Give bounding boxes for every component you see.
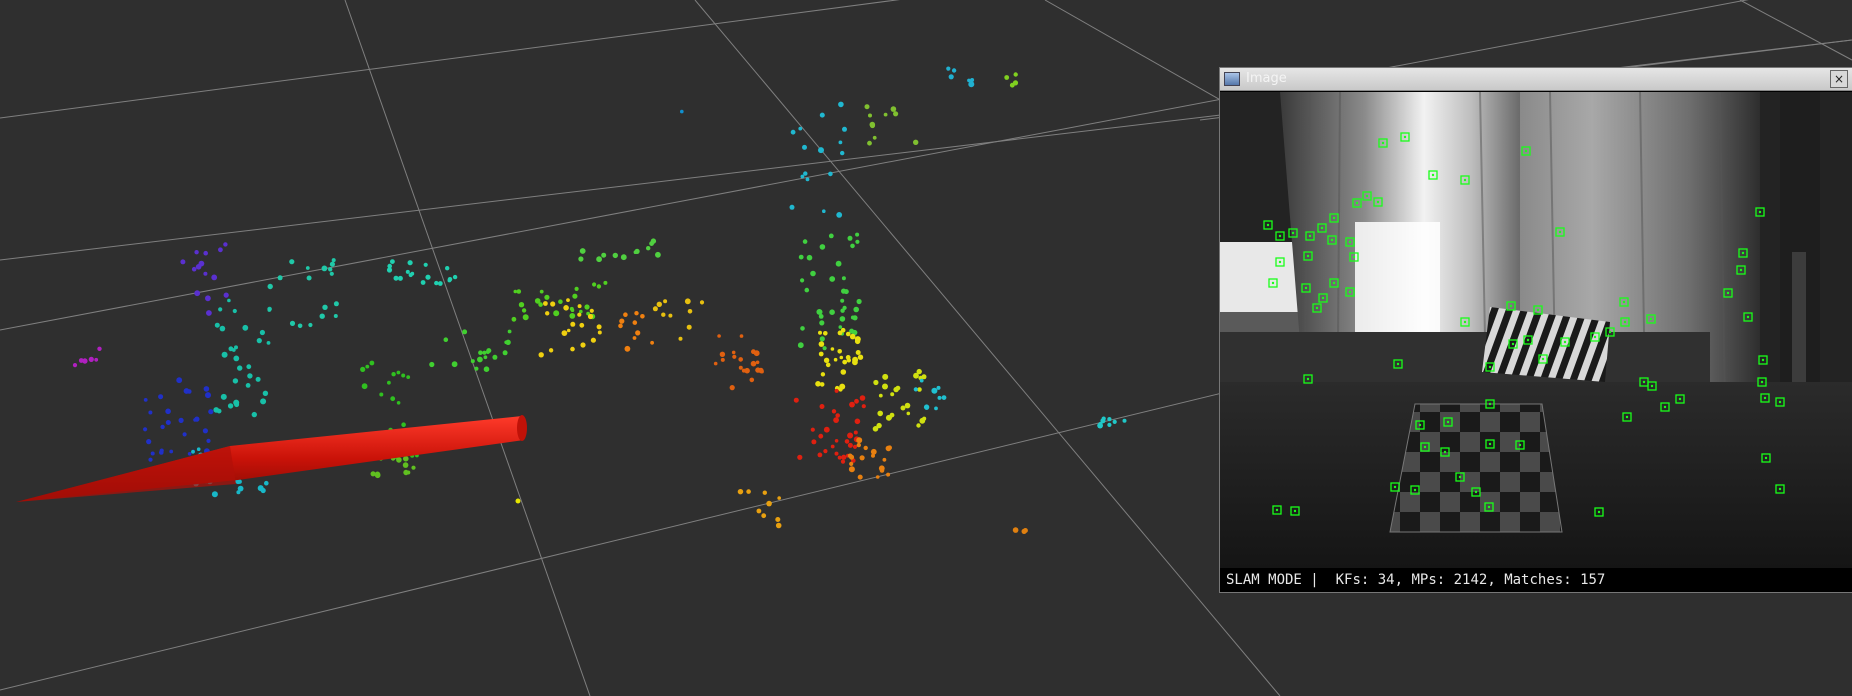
- status-mode: SLAM MODE: [1226, 572, 1302, 588]
- camera-frame: [1220, 92, 1852, 568]
- mps-value: 2142: [1453, 572, 1488, 588]
- tracked-features: [1263, 132, 1785, 517]
- matches-value: 157: [1580, 572, 1606, 588]
- close-button[interactable]: ×: [1830, 70, 1848, 88]
- kfs-value: 34: [1377, 572, 1395, 588]
- window-title: Image: [1246, 71, 1287, 86]
- origin-marker: [515, 498, 521, 504]
- slam-status-bar: SLAM MODE | KFs: 34, MPs: 2142, Matches:…: [1220, 568, 1852, 592]
- status-separator: |: [1310, 572, 1319, 588]
- mps-label: MPs:: [1411, 572, 1446, 588]
- window-image-icon: [1224, 72, 1240, 86]
- image-window-titlebar[interactable]: Image ×: [1220, 68, 1852, 91]
- kfs-label: KFs:: [1335, 572, 1370, 588]
- image-window[interactable]: Image ×: [1220, 68, 1852, 592]
- matches-label: Matches:: [1504, 572, 1572, 588]
- camera-pose-arrow: [16, 415, 527, 502]
